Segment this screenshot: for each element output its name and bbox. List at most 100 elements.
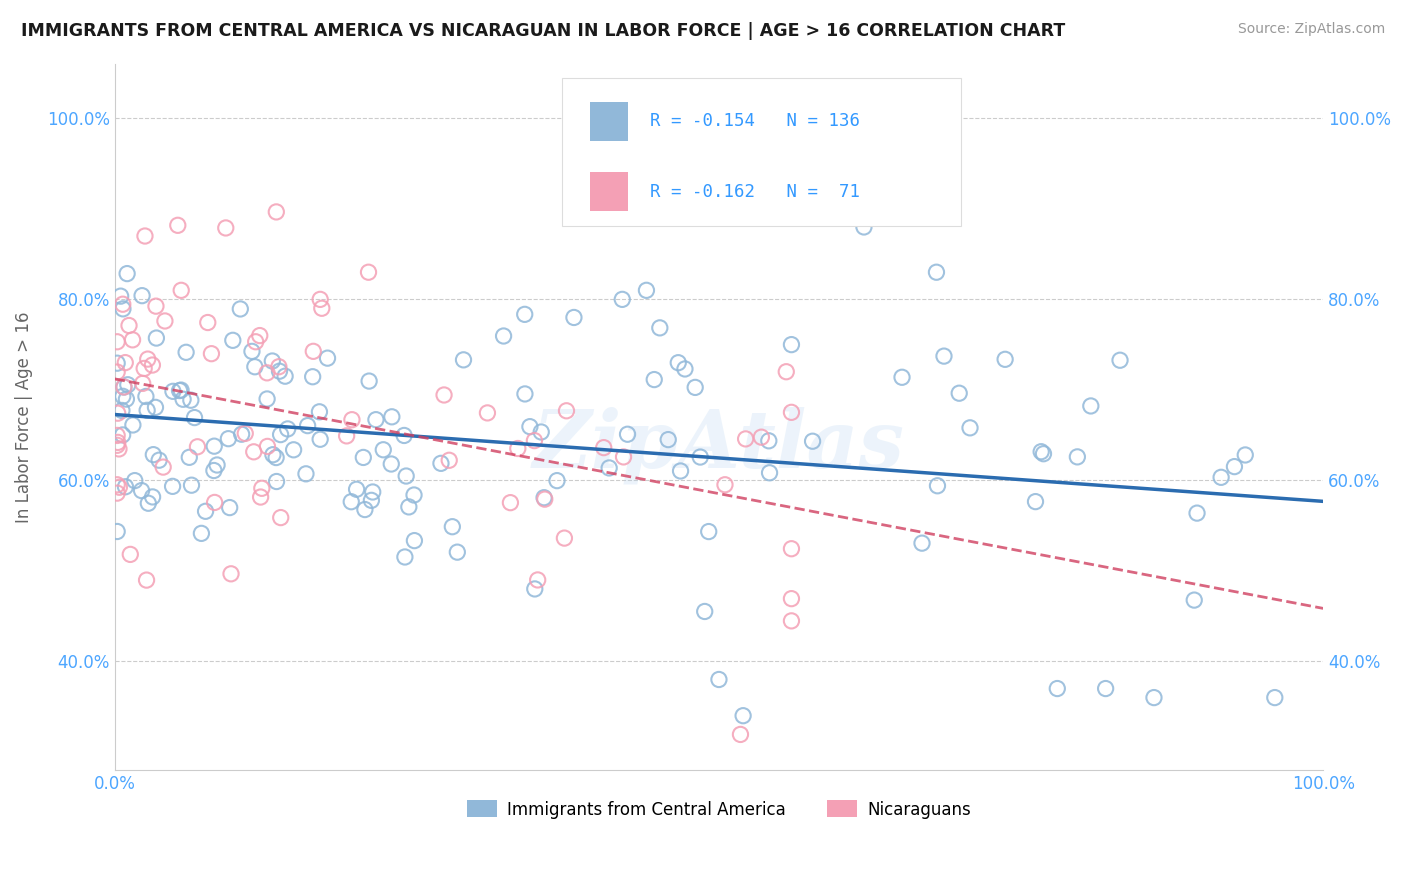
Point (523, 434, 546, 448)
Point (309, 293, 332, 307)
Point (441, 519, 464, 533)
Point (249, 490, 271, 504)
Point (1264, 690, 1286, 705)
Point (616, 427, 638, 442)
Point (530, 425, 553, 439)
Point (492, 329, 515, 343)
Point (142, 448, 165, 462)
Point (758, 434, 780, 448)
Point (135, 573, 157, 587)
Point (112, 380, 135, 394)
Point (751, 430, 773, 444)
Point (105, 486, 128, 500)
Point (114, 356, 136, 370)
Point (446, 545, 468, 559)
Point (707, 673, 730, 687)
Point (183, 410, 205, 425)
Point (180, 478, 202, 492)
Point (256, 366, 278, 380)
Point (891, 370, 914, 384)
Point (673, 362, 696, 376)
Point (373, 442, 395, 457)
Point (202, 463, 225, 477)
Point (433, 388, 456, 402)
Point (131, 483, 153, 498)
Point (162, 479, 184, 493)
Point (114, 480, 136, 494)
Point (523, 582, 546, 596)
Bar (589, 102, 628, 141)
Point (404, 533, 426, 548)
Point (612, 450, 634, 464)
Point (172, 392, 194, 407)
Point (959, 421, 981, 435)
Point (352, 450, 374, 465)
Point (758, 466, 780, 480)
Point (250, 481, 273, 495)
Point (222, 334, 245, 348)
Point (145, 401, 167, 415)
Point (141, 358, 163, 372)
Point (111, 389, 134, 403)
Point (117, 377, 139, 392)
Point (780, 614, 803, 628)
Point (533, 491, 555, 505)
Point (780, 591, 803, 606)
Point (270, 510, 292, 524)
Point (780, 541, 803, 556)
Point (190, 526, 212, 541)
Point (733, 708, 755, 723)
Point (1109, 353, 1132, 368)
Point (219, 566, 242, 581)
Point (240, 344, 263, 359)
Point (249, 328, 271, 343)
Point (1066, 450, 1088, 464)
Point (994, 352, 1017, 367)
Point (357, 265, 380, 279)
Point (297, 418, 319, 433)
Point (107, 435, 129, 450)
Point (124, 474, 146, 488)
Point (105, 365, 128, 379)
Point (105, 438, 128, 452)
Point (136, 352, 159, 367)
Point (256, 392, 278, 406)
Point (105, 524, 128, 539)
Point (186, 440, 208, 454)
Point (233, 426, 256, 441)
Point (215, 221, 238, 235)
Point (437, 453, 460, 467)
Text: ZipAtlas: ZipAtlas (533, 407, 905, 484)
Point (730, 727, 752, 741)
Point (302, 344, 325, 359)
Point (105, 334, 128, 349)
Point (229, 301, 252, 316)
Point (266, 205, 288, 219)
Point (148, 453, 170, 467)
Point (111, 428, 134, 442)
Point (927, 479, 949, 493)
Point (256, 439, 278, 453)
Point (598, 461, 620, 475)
Point (179, 450, 201, 465)
Point (506, 442, 529, 456)
Point (135, 389, 157, 403)
Point (657, 433, 679, 447)
Point (477, 406, 499, 420)
Point (120, 548, 142, 562)
Point (204, 495, 226, 509)
Point (340, 413, 363, 427)
Point (346, 483, 368, 497)
Point (669, 464, 692, 478)
Point (142, 490, 165, 504)
Point (430, 456, 453, 470)
Point (398, 500, 420, 514)
FancyBboxPatch shape (562, 78, 960, 227)
Point (453, 352, 475, 367)
Point (852, 219, 875, 234)
Bar (589, 172, 628, 211)
Point (131, 376, 153, 391)
Point (1031, 444, 1053, 458)
Point (911, 536, 934, 550)
Point (666, 356, 689, 370)
